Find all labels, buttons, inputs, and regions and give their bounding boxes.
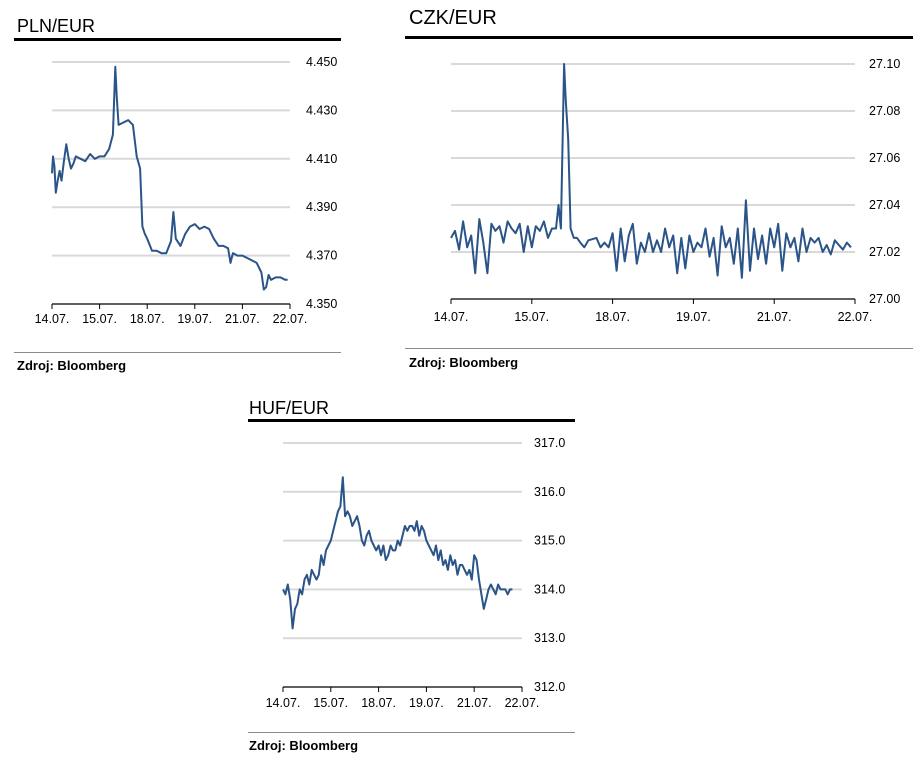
x-tick-label: 18.07. [130,312,165,326]
x-tick-label: 22.07. [505,696,540,710]
x-tick-label: 14.07. [266,696,301,710]
x-tick-label: 19.07. [409,696,444,710]
y-tick-label: 27.10 [869,57,900,71]
x-tick-label: 15.07. [313,696,348,710]
x-tick-label: 21.07. [757,310,792,324]
source-rule [14,352,341,353]
chart-title: PLN/EUR [17,16,96,36]
chart-panel-huf: HUF/EUR 317.0 316.0 315.0 314.0 313.0 312.0 14… [245,390,585,773]
y-tick-label: 27.00 [869,292,900,306]
y-tick-label: 4.350 [306,297,337,311]
source-label: Zdroj: Bloomberg [409,355,519,370]
chart-pln: 4.450 4.430 4.410 4.390 4.370 4.350 14.07. 15.0… [35,55,338,326]
source-label: Zdroj: Bloomberg [17,358,127,373]
y-tick-label: 313.0 [534,631,565,645]
y-tick-label: 312.0 [534,680,565,694]
x-tick-label: 19.07. [177,312,212,326]
x-tick-label: 21.07. [457,696,492,710]
chart-huf: 317.0 316.0 315.0 314.0 313.0 312.0 14.07. 15.0… [266,436,566,710]
y-tick-label: 316.0 [534,485,565,499]
y-tick-label: 27.06 [869,151,900,165]
y-tick-label: 4.430 [306,103,337,117]
y-tick-label: 315.0 [534,534,565,548]
series-line [51,65,288,291]
chart-title: CZK/EUR [409,7,497,29]
series-line [282,476,513,630]
source-label: Zdroj: Bloomberg [249,738,359,753]
x-tick-label: 18.07. [361,696,396,710]
y-tick-label: 4.390 [306,200,337,214]
y-tick-label: 4.410 [306,152,337,166]
x-tick-label: 22.07. [838,310,873,324]
y-tick-label: 27.02 [869,245,900,259]
y-tick-label: 314.0 [534,582,565,596]
chart-czk: 27.10 27.08 27.06 27.04 27.02 27.00 14.07. 15.0… [434,57,901,324]
x-tick-label: 18.07. [595,310,630,324]
y-tick-label: 4.450 [306,55,337,69]
title-rule [14,38,341,41]
x-tick-label: 14.07. [434,310,469,324]
source-rule [248,732,575,733]
series-line [450,63,852,279]
y-tick-label: 317.0 [534,436,565,450]
source-rule [405,348,913,349]
chart-panel-pln: PLN/EUR 4.450 4.430 4.410 4.390 4.370 4.350 14… [0,0,345,380]
x-tick-label: 19.07. [676,310,711,324]
title-rule [248,419,575,422]
x-tick-label: 15.07. [82,312,117,326]
y-tick-label: 27.08 [869,104,900,118]
chart-panel-czk: CZK/EUR 27.10 27.08 27.06 27.04 27.02 27.00 14… [400,0,923,380]
x-tick-label: 14.07. [35,312,70,326]
y-tick-label: 27.04 [869,198,900,212]
x-tick-label: 22.07. [273,312,308,326]
chart-title: HUF/EUR [249,398,329,418]
y-tick-label: 4.370 [306,249,337,263]
title-rule [405,36,913,39]
x-tick-label: 15.07. [514,310,549,324]
x-tick-label: 21.07. [225,312,260,326]
